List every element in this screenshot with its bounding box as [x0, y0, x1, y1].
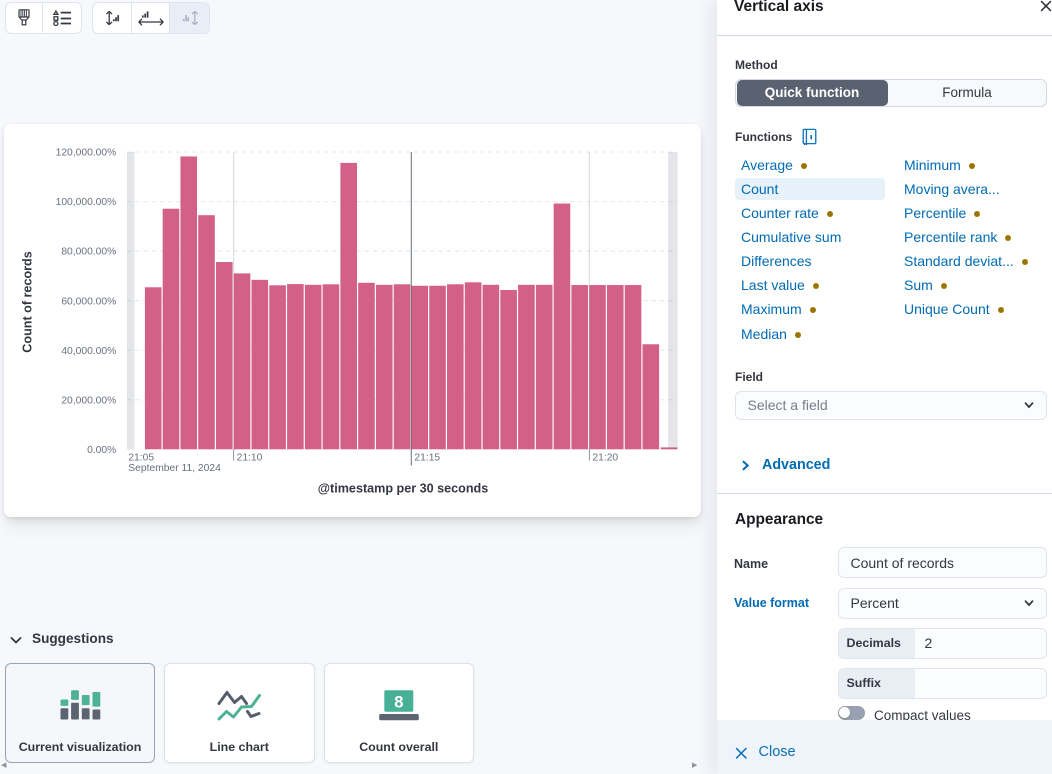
svg-text:60,000.00%: 60,000.00%: [61, 296, 116, 307]
svg-text:8: 8: [394, 693, 403, 711]
svg-text:Count of records: Count of records: [21, 251, 35, 352]
svg-text:21:05: 21:05: [128, 453, 154, 464]
svg-text:21:15: 21:15: [414, 453, 440, 464]
svg-text:100,000.00%: 100,000.00%: [56, 197, 117, 208]
svg-text:21:10: 21:10: [237, 453, 263, 464]
svg-text:0.00%: 0.00%: [87, 445, 116, 456]
svg-text:120,000.00%: 120,000.00%: [56, 148, 117, 159]
svg-text:40,000.00%: 40,000.00%: [61, 346, 116, 357]
svg-text:20,000.00%: 20,000.00%: [61, 395, 116, 406]
svg-text:80,000.00%: 80,000.00%: [61, 247, 116, 258]
svg-text:September 11, 2024: September 11, 2024: [128, 463, 221, 474]
svg-text:@timestamp per 30 seconds: @timestamp per 30 seconds: [318, 482, 488, 496]
svg-text:21:20: 21:20: [592, 453, 618, 464]
